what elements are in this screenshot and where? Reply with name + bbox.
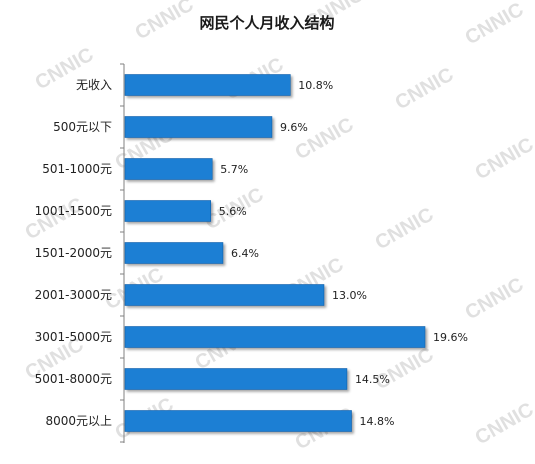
bar-3: [125, 159, 212, 180]
bar-1: [125, 75, 290, 96]
value-label-3: 5.7%: [220, 163, 248, 176]
category-label-8: 5001-8000元: [35, 372, 112, 386]
category-label-1: 无收入: [76, 78, 112, 92]
category-label-5: 1501-2000元: [35, 246, 112, 260]
category-label-7: 3001-5000元: [35, 330, 112, 344]
watermark-text: CNNIC: [392, 64, 458, 115]
watermark-text: CNNIC: [462, 0, 528, 49]
watermark-text: CNNIC: [462, 274, 528, 325]
value-label-7: 19.6%: [433, 331, 468, 344]
bar-5: [125, 243, 223, 264]
watermark-text: CNNIC: [472, 399, 535, 450]
category-labels: 无收入 500元以下 501-1000元 1001-1500元 1501-2000元 20…: [35, 78, 112, 428]
bar-7: [125, 327, 425, 348]
watermark-text: CNNIC: [372, 344, 438, 395]
value-label-4: 5.6%: [219, 205, 247, 218]
watermark-text: CNNIC: [372, 204, 438, 255]
bar-4: [125, 201, 211, 222]
watermark-text: CNNIC: [472, 134, 535, 185]
value-label-5: 6.4%: [231, 247, 259, 260]
watermark-text: CNNIC: [22, 194, 88, 245]
value-label-6: 13.0%: [332, 289, 367, 302]
category-label-6: 2001-3000元: [35, 288, 112, 302]
value-label-8: 14.5%: [355, 373, 390, 386]
category-label-3: 501-1000元: [42, 162, 112, 176]
value-label-2: 9.6%: [280, 121, 308, 134]
bar-9: [125, 411, 352, 432]
bar-8: [125, 369, 347, 390]
watermark-text: CNNIC: [132, 0, 198, 44]
axis-ticks: [120, 64, 124, 442]
category-label-4: 1001-1500元: [35, 204, 112, 218]
value-label-9: 14.8%: [360, 415, 395, 428]
chart-title: 网民个人月收入结构: [199, 14, 334, 32]
bar-2: [125, 117, 272, 138]
value-label-1: 10.8%: [298, 79, 333, 92]
category-label-9: 8000元以上: [45, 414, 112, 428]
category-label-2: 500元以下: [53, 120, 112, 134]
bar-6: [125, 285, 324, 306]
